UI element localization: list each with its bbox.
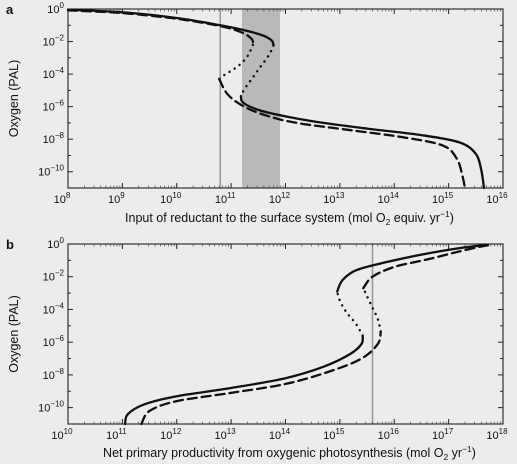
- x-tick-label: 1013: [323, 191, 345, 206]
- panel-label: b: [6, 237, 14, 252]
- y-tick-label: 10−2: [43, 269, 65, 284]
- series-solid-unstable: [336, 290, 364, 337]
- x-tick-label: 1014: [378, 191, 400, 206]
- y-tick-label: 10−6: [43, 99, 65, 114]
- x-tick-label: 1016: [378, 427, 400, 442]
- x-tick-label: 1012: [160, 427, 182, 442]
- x-tick-label: 1011: [215, 191, 236, 206]
- plot-frame: [67, 243, 504, 425]
- x-tick-label: 1016: [486, 191, 508, 206]
- y-tick-label: 10−6: [43, 334, 65, 349]
- series-dashed-unstable: [218, 43, 255, 81]
- series-dashed-stable-upper: [66, 9, 255, 46]
- x-tick-label: 1015: [432, 191, 454, 206]
- y-tick-label: 10−4: [43, 66, 65, 81]
- series-solid-unstable: [239, 44, 275, 98]
- y-tick-label: 10−8: [43, 367, 65, 382]
- series-dashed-unstable: [362, 287, 382, 333]
- y-tick-label: 10−2: [43, 34, 65, 49]
- y-tick-label: 10−8: [43, 131, 65, 146]
- x-tick-label: 1011: [106, 427, 127, 442]
- x-tick-label: 1015: [323, 427, 345, 442]
- x-tick-label: 1010: [51, 427, 73, 442]
- x-axis-label: Net primary productivity from oxygenic p…: [103, 444, 476, 462]
- shaded-band: [242, 9, 281, 188]
- chart-panel-a: 108 109 1010 1011 1012 1013 1014 1015 1016 100 10−…: [6, 1, 508, 227]
- x-tick-label: 108: [54, 191, 71, 206]
- y-axis-label: Oxygen (PAL): [7, 295, 21, 373]
- x-tick-label: 109: [108, 191, 125, 206]
- series-solid-stable-upper: [336, 243, 488, 293]
- y-tick-label: 100: [47, 236, 64, 251]
- series-dashed-stable-lower: [140, 330, 382, 426]
- y-tick-label: 10−4: [43, 301, 65, 316]
- y-tick-label: 100: [47, 1, 64, 16]
- y-tick-label: 10−10: [38, 400, 64, 415]
- y-axis-label: Oxygen (PAL): [7, 60, 21, 138]
- x-tick-label: 1013: [215, 427, 237, 442]
- x-tick-label: 1017: [432, 427, 454, 442]
- series-dashed-stable-upper: [362, 243, 494, 290]
- series-solid-stable-lower: [123, 334, 364, 426]
- x-tick-label: 1010: [160, 191, 182, 206]
- chart-panel-b: 1010 1011 1012 1013 1014 1015 1016 1017 1018 100 1…: [6, 236, 508, 462]
- series-dashed-stable-lower: [218, 77, 467, 190]
- x-axis-label: Input of reductant to the surface system…: [125, 209, 454, 227]
- panel-label: a: [6, 2, 14, 17]
- x-tick-label: 1014: [269, 427, 291, 442]
- x-tick-label: 1012: [269, 191, 291, 206]
- plot-frame: [67, 8, 504, 189]
- y-tick-label: 10−10: [38, 164, 64, 179]
- series-solid-stable-lower: [239, 94, 486, 190]
- x-tick-label: 1018: [486, 427, 508, 442]
